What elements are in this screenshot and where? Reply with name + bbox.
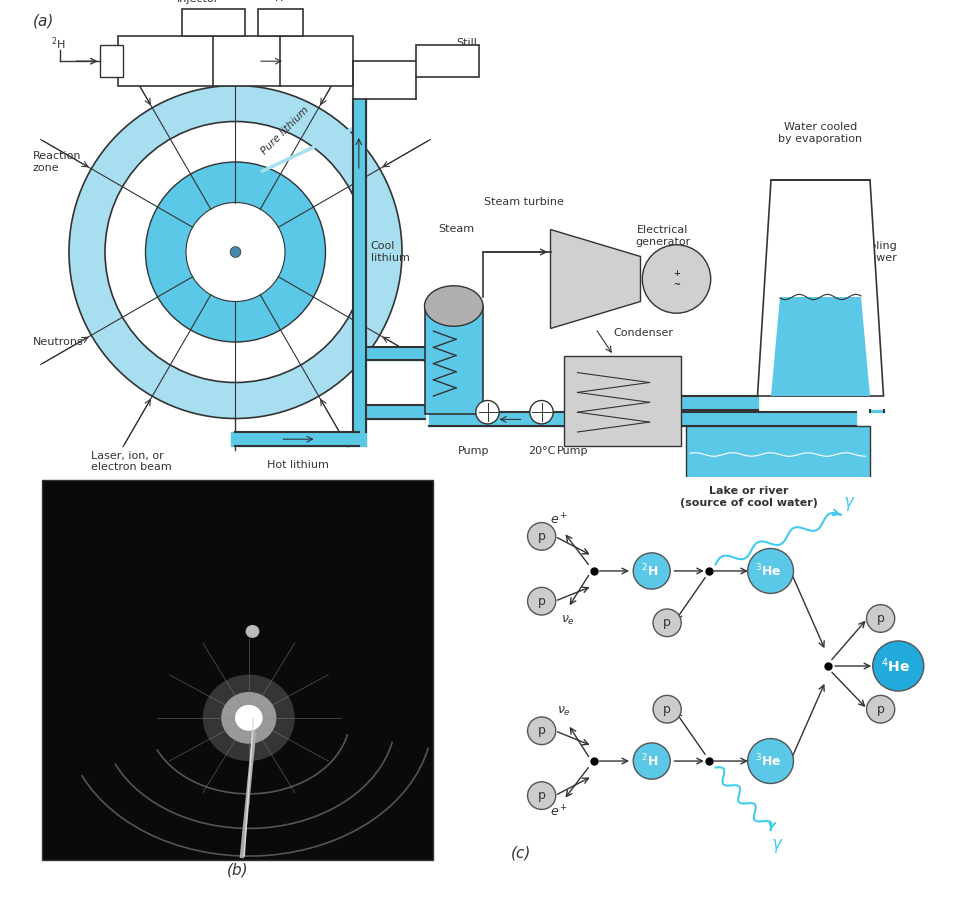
Circle shape (230, 247, 241, 257)
Text: 20°C: 20°C (528, 446, 555, 455)
Text: $^{2}$H: $^{2}$H (641, 752, 658, 770)
Text: (a): (a) (33, 14, 55, 29)
Text: Condenser: Condenser (613, 328, 674, 338)
Circle shape (221, 692, 277, 743)
Circle shape (246, 625, 259, 638)
Text: $\nu_e$: $\nu_e$ (561, 614, 575, 627)
Text: +
~: + ~ (673, 269, 680, 289)
Polygon shape (550, 230, 640, 328)
Text: Steam turbine: Steam turbine (483, 197, 564, 207)
Circle shape (634, 553, 670, 590)
Polygon shape (758, 180, 883, 396)
Text: p: p (663, 703, 671, 716)
Text: $^{4}$He: $^{4}$He (881, 657, 911, 675)
Text: Steam: Steam (438, 224, 474, 235)
Text: Cool
lithium: Cool lithium (370, 241, 410, 263)
Text: (b): (b) (227, 863, 248, 878)
Circle shape (527, 588, 556, 615)
Circle shape (203, 675, 295, 761)
FancyBboxPatch shape (182, 9, 244, 36)
Circle shape (634, 742, 670, 779)
Text: $^{3}$He: $^{3}$He (755, 752, 782, 770)
Text: (c): (c) (511, 845, 531, 860)
Circle shape (747, 739, 793, 784)
Text: Laser, ion, or
electron beam: Laser, ion, or electron beam (92, 451, 172, 472)
Circle shape (476, 400, 500, 424)
Text: p: p (538, 530, 545, 543)
Text: $\gamma$: $\gamma$ (770, 837, 783, 855)
Circle shape (527, 523, 556, 550)
FancyBboxPatch shape (564, 356, 681, 446)
Text: $e^+$: $e^+$ (550, 512, 568, 527)
Text: $\gamma$: $\gamma$ (843, 495, 856, 513)
Circle shape (235, 705, 262, 731)
Text: p: p (877, 703, 884, 716)
Circle shape (653, 696, 681, 723)
Ellipse shape (425, 286, 483, 327)
Circle shape (105, 122, 366, 382)
FancyBboxPatch shape (119, 36, 352, 86)
Circle shape (527, 782, 556, 809)
Circle shape (873, 641, 924, 691)
Text: p: p (538, 724, 545, 737)
Text: Hot lithium: Hot lithium (267, 460, 329, 470)
Text: Still: Still (456, 38, 477, 49)
Text: $^{3}$He: $^{3}$He (755, 562, 782, 580)
Text: Cooling
tower: Cooling tower (856, 241, 897, 263)
Text: p: p (538, 595, 545, 608)
Text: Neutrons: Neutrons (33, 337, 84, 347)
Text: Lake or river
(source of cool water): Lake or river (source of cool water) (679, 486, 817, 508)
Circle shape (866, 605, 895, 633)
Text: p: p (663, 616, 671, 629)
Circle shape (642, 245, 711, 313)
Text: $^3$H: $^3$H (269, 0, 283, 4)
Polygon shape (771, 297, 870, 396)
FancyBboxPatch shape (415, 45, 478, 76)
Text: $^2$H: $^2$H (51, 35, 66, 51)
FancyBboxPatch shape (42, 481, 433, 860)
Text: Pump: Pump (458, 446, 490, 455)
Circle shape (69, 86, 402, 418)
Text: $^{2}$H: $^{2}$H (641, 562, 658, 580)
Text: Electrical
generator: Electrical generator (635, 225, 691, 247)
Circle shape (866, 696, 895, 723)
Text: Injector: Injector (177, 0, 219, 4)
Text: $\nu_e$: $\nu_e$ (557, 705, 570, 718)
FancyBboxPatch shape (258, 9, 303, 36)
Circle shape (747, 548, 793, 593)
Circle shape (530, 400, 553, 424)
FancyBboxPatch shape (425, 306, 483, 414)
Circle shape (145, 162, 325, 342)
Polygon shape (685, 426, 870, 482)
Text: p: p (538, 789, 545, 802)
Text: Water cooled
by evaporation: Water cooled by evaporation (778, 122, 862, 144)
Text: Pure lithium: Pure lithium (259, 104, 311, 157)
Text: Reaction
zone: Reaction zone (33, 151, 81, 173)
Circle shape (653, 609, 681, 636)
Circle shape (186, 202, 285, 302)
Text: $e^+$: $e^+$ (550, 805, 568, 820)
Text: p: p (877, 612, 884, 625)
Circle shape (527, 717, 556, 744)
Text: Pump: Pump (557, 446, 589, 455)
FancyBboxPatch shape (100, 45, 123, 76)
